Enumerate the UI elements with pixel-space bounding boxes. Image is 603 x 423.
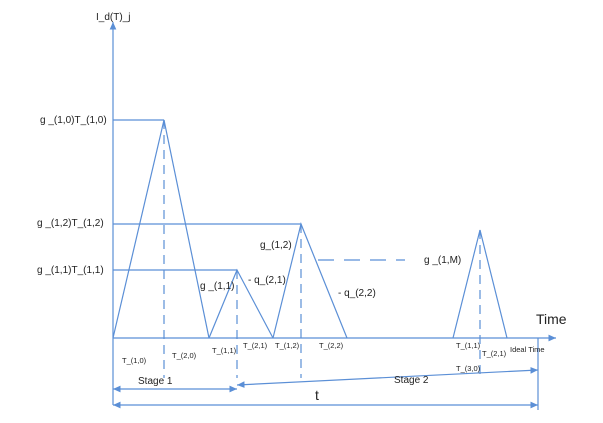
interval-label: T_(2,1)	[482, 349, 507, 358]
peak-label-g1M: g _(1,M)	[424, 255, 461, 266]
interval-label: T_(3,0)	[456, 364, 481, 373]
interval-label: T_(2,0)	[172, 351, 197, 360]
interval-label: T_(1,1)	[212, 346, 237, 355]
stage2-arrow	[236, 367, 539, 388]
interval-label: T_(2,1)	[243, 341, 268, 350]
stage1-label: Stage 1	[138, 376, 173, 387]
triangle-stage0	[112, 119, 210, 339]
y-tick-label-g10: g _(1,0)T_(1,0)	[40, 115, 107, 126]
interval-label: T_(2,2)	[319, 341, 344, 350]
total-time-label: t	[315, 387, 319, 403]
y-axis-label: I_d(T)_j	[96, 12, 130, 23]
interval-label: T_(1,0)	[122, 356, 147, 365]
peak-label-g12: g_(1,2)	[260, 240, 292, 251]
x-axis-label: Time	[536, 311, 567, 327]
interval-label-ideal-time: Ideal Time	[510, 345, 545, 354]
peak-label-g11: g _(1,1)	[200, 281, 234, 292]
stage2-label: Stage 2	[394, 375, 429, 386]
y-tick-label-g11: g _(1,1)T_(1,1)	[37, 265, 104, 276]
peak-label-q21: - q_(2,1)	[248, 275, 286, 286]
interval-label: T_(1,1)	[456, 341, 481, 350]
y-tick-label-g12: g _(1,2)T_(1,2)	[37, 218, 104, 229]
interval-label: T_(1,2)	[275, 341, 300, 350]
peak-label-q22: - q_(2,2)	[338, 288, 376, 299]
